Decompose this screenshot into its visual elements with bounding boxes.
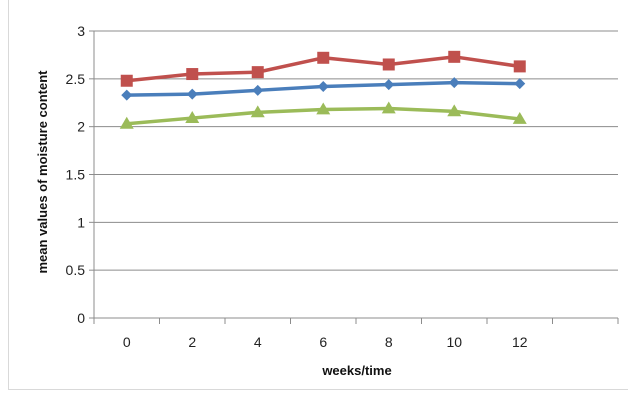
data-point xyxy=(512,112,527,124)
x-tick-label: 6 xyxy=(319,334,327,350)
axes xyxy=(89,30,619,324)
data-point xyxy=(186,88,198,100)
y-tick-label: 1.5 xyxy=(66,167,86,183)
y-tick-label: 1 xyxy=(77,214,85,230)
data-point xyxy=(250,105,265,118)
x-tick-label: 0 xyxy=(123,334,131,350)
chart-frame xyxy=(8,0,628,390)
data-point xyxy=(381,101,396,114)
x-tick-label: 12 xyxy=(512,334,528,350)
data-point xyxy=(448,50,461,63)
x-tick-label: 8 xyxy=(385,334,393,350)
series-3 xyxy=(119,101,527,129)
data-point xyxy=(119,116,134,129)
data-point xyxy=(513,60,526,73)
y-axis-title: mean values of moisture content xyxy=(35,70,50,274)
x-tick-labels: 0 2 4 6 8 10 12 xyxy=(123,334,528,350)
series-2 xyxy=(120,50,526,87)
gridlines xyxy=(94,30,618,271)
data-point xyxy=(514,78,526,90)
y-tick-label: 3 xyxy=(77,23,85,39)
data-point xyxy=(121,89,133,101)
data-point xyxy=(316,102,331,115)
x-tick-label: 4 xyxy=(254,334,262,350)
y-tick-label: 2 xyxy=(77,119,85,135)
data-point xyxy=(186,68,199,81)
x-axis-title: weeks/time xyxy=(321,363,391,378)
x-tick-label: 2 xyxy=(188,334,196,350)
data-point xyxy=(120,74,133,87)
y-tick-label: 0 xyxy=(77,310,85,326)
data-point xyxy=(448,77,460,89)
data-point xyxy=(252,84,264,96)
series-group xyxy=(119,50,527,129)
data-point xyxy=(383,79,395,91)
data-point xyxy=(317,51,330,64)
data-point xyxy=(447,104,462,117)
data-point xyxy=(185,111,200,123)
y-tick-label: 2.5 xyxy=(66,71,86,87)
data-point xyxy=(382,58,395,71)
y-tick-labels: 0 0.5 1 1.5 2 2.5 3 xyxy=(66,23,86,326)
data-point xyxy=(251,66,264,79)
data-point xyxy=(317,80,329,92)
y-tick-label: 0.5 xyxy=(66,262,86,278)
x-tick-label: 10 xyxy=(446,334,462,350)
series-1 xyxy=(121,77,526,101)
